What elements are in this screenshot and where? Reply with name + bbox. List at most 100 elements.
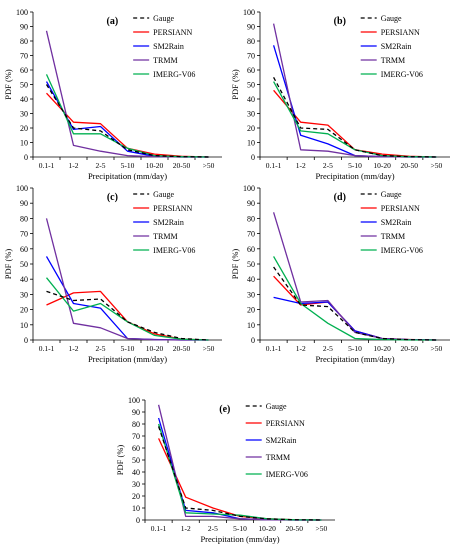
y-tick-label: 80 — [20, 214, 28, 223]
x-tick-label: 10-20 — [146, 344, 164, 353]
x-axis-title: Precipitation (mm/day) — [315, 354, 394, 364]
series-line-trmm — [45, 218, 209, 341]
legend-label: Gauge — [381, 14, 402, 23]
series-line-gauge — [157, 426, 322, 521]
series-line-trmm — [272, 23, 437, 158]
chart-panel-1: 0 10 20 30 40 50 60 70 80 90 100 0.1-1 1-2 2-5 5-10 10-… — [3, 8, 222, 181]
series-line-imerg-v06 — [273, 256, 437, 341]
legend-label: SM2Rain — [381, 218, 412, 227]
x-tick-label: 10-20 — [373, 344, 391, 353]
y-axis-title: PDF (%) — [230, 69, 240, 100]
y-tick-label: 20 — [20, 306, 28, 315]
legend-label: IMERG-V06 — [153, 70, 195, 79]
y-tick-label: 40 — [20, 275, 28, 284]
series-line-gauge — [46, 290, 209, 341]
y-tick-label: 70 — [132, 432, 140, 441]
x-tick-label: 5-10 — [233, 524, 247, 533]
legend-label: IMERG-V06 — [381, 246, 423, 255]
y-tick-label: 60 — [20, 245, 28, 254]
x-tick-label: 20-50 — [173, 161, 191, 170]
series-line-imerg-v06 — [45, 74, 209, 158]
x-tick-label: 1-2 — [296, 344, 306, 353]
legend-label: PERSIANN — [266, 419, 305, 428]
y-tick-label: 60 — [247, 66, 255, 75]
y-tick-label: 30 — [20, 110, 28, 119]
y-tick-label: 10 — [247, 139, 255, 148]
panel-label: (e) — [219, 404, 230, 415]
y-tick-label: 50 — [247, 81, 255, 90]
x-tick-label: 0.1-1 — [39, 344, 55, 353]
x-axis-title: Precipitation (mm/day) — [88, 354, 167, 364]
legend-label: SM2Rain — [153, 218, 184, 227]
chart-panel-2: 0 10 20 30 40 50 60 70 80 90 100 0.1-1 1-2 2-5 5-10 10-… — [230, 8, 450, 181]
y-tick-label: 60 — [247, 245, 255, 254]
legend-label: PERSIANN — [381, 204, 420, 213]
y-tick-label: 10 — [247, 321, 255, 330]
y-tick-label: 40 — [247, 95, 255, 104]
y-axis-title: PDF (%) — [3, 249, 13, 280]
chart-panel-5: 0 10 20 30 40 50 60 70 80 90 100 0.1-1 1-2 2-5 5-10 10-… — [115, 396, 335, 544]
x-tick-label: 0.1-1 — [266, 161, 282, 170]
x-tick-label: 20-50 — [401, 161, 419, 170]
y-tick-label: 100 — [16, 8, 28, 17]
y-tick-label: 20 — [20, 124, 28, 133]
x-tick-label: >50 — [316, 524, 328, 533]
x-tick-label: 1-2 — [69, 344, 79, 353]
x-tick-label: 2-5 — [208, 524, 218, 533]
series-line-sm2rain — [45, 256, 209, 341]
series-line-imerg-v06 — [157, 423, 322, 521]
y-tick-label: 0 — [136, 516, 140, 525]
y-tick-label: 10 — [20, 139, 28, 148]
y-tick-label: 20 — [247, 306, 255, 315]
legend-label: TRMM — [381, 56, 405, 65]
legend-label: Gauge — [266, 402, 287, 411]
series-line-imerg-v06 — [273, 81, 437, 158]
legend-label: IMERG-V06 — [153, 246, 195, 255]
panel-label: (c) — [107, 192, 118, 203]
legend-label: Gauge — [153, 190, 174, 199]
y-tick-label: 30 — [247, 290, 255, 299]
y-tick-label: 30 — [20, 290, 28, 299]
legend-label: Gauge — [153, 14, 174, 23]
y-tick-label: 70 — [20, 52, 28, 61]
y-tick-label: 0 — [24, 336, 28, 345]
y-tick-label: 50 — [247, 260, 255, 269]
y-tick-label: 80 — [20, 37, 28, 46]
x-tick-label: 20-50 — [401, 344, 419, 353]
y-tick-label: 20 — [247, 124, 255, 133]
y-tick-label: 80 — [247, 214, 255, 223]
series-line-gauge — [45, 84, 209, 158]
x-tick-label: 5-10 — [348, 344, 362, 353]
x-tick-label: 0.1-1 — [266, 344, 282, 353]
x-tick-label: 2-5 — [323, 344, 333, 353]
y-tick-label: 100 — [243, 184, 255, 193]
chart-panel-4: 0 10 20 30 40 50 60 70 80 90 100 0.1-1 1-2 2-5 5-10 10-… — [230, 184, 450, 364]
y-tick-label: 30 — [132, 480, 140, 489]
x-tick-label: >50 — [203, 161, 215, 170]
y-tick-label: 80 — [247, 37, 255, 46]
x-tick-label: 1-2 — [69, 161, 79, 170]
y-tick-label: 70 — [20, 230, 28, 239]
x-axis-title: Precipitation (mm/day) — [315, 171, 394, 181]
chart-panel-3: 0 10 20 30 40 50 60 70 80 90 100 0.1-1 1-2 2-5 5-10 10-… — [3, 184, 222, 364]
y-axis-title: PDF (%) — [3, 69, 13, 100]
x-tick-label: 20-50 — [173, 344, 191, 353]
series-line-trmm — [272, 212, 437, 341]
y-tick-label: 20 — [132, 492, 140, 501]
series-line-gauge — [273, 76, 437, 158]
y-tick-label: 10 — [20, 321, 28, 330]
x-tick-label: 5-10 — [121, 161, 135, 170]
y-tick-label: 80 — [132, 420, 140, 429]
y-tick-label: 100 — [16, 184, 28, 193]
x-tick-label: 1-2 — [296, 161, 306, 170]
y-tick-label: 50 — [132, 456, 140, 465]
y-tick-label: 40 — [20, 95, 28, 104]
legend-label: IMERG-V06 — [266, 470, 308, 479]
x-tick-label: 10-20 — [373, 161, 391, 170]
legend-label: IMERG-V06 — [381, 70, 423, 79]
legend-label: PERSIANN — [153, 204, 192, 213]
y-tick-label: 50 — [20, 81, 28, 90]
y-tick-label: 70 — [247, 230, 255, 239]
y-tick-label: 90 — [247, 199, 255, 208]
panel-label: (d) — [334, 192, 346, 203]
